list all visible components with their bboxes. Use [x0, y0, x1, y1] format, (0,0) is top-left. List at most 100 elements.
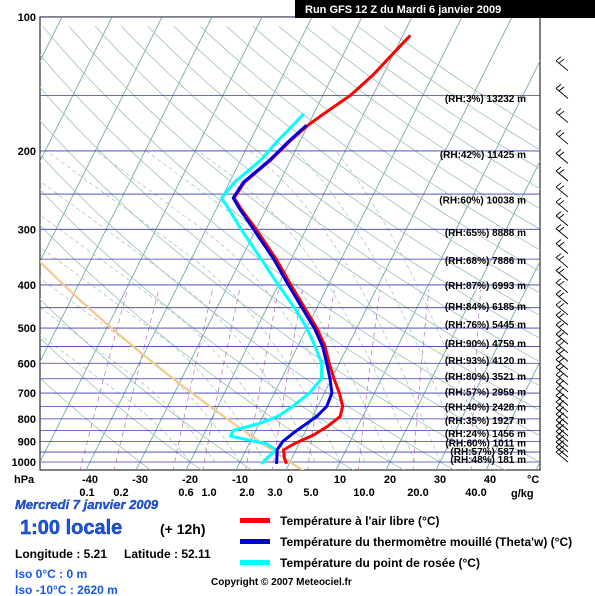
level-label: (RH:93%) 4120 m — [445, 356, 526, 367]
level-label: (RH:57%) 2959 m — [445, 388, 526, 399]
level-altitude: 181 m — [498, 455, 526, 466]
isotherm-line — [335, 60, 540, 470]
dry-adiabat — [278, 26, 540, 210]
dry-adiabat — [94, 26, 540, 363]
temperature-line — [232, 34, 412, 465]
temperature-unit: °C — [527, 474, 539, 486]
moist-adiabat — [40, 246, 266, 463]
level-label: (RH:84%) 6185 m — [445, 302, 526, 313]
isotherm-line — [40, 17, 163, 263]
forecast-date: Mercredi 7 janvier 2009 — [15, 497, 159, 512]
mixing-ratio-line — [113, 289, 160, 470]
mixing-ratio-tick-label: 2.0 — [239, 487, 254, 499]
mixing-ratio-tick-label: 40.0 — [465, 487, 486, 499]
level-altitude: 10038 m — [487, 195, 527, 206]
isotherm-line — [485, 360, 540, 470]
legend-swatch-temp — [240, 518, 270, 523]
dewpoint-line — [220, 112, 324, 465]
series-layer — [220, 34, 412, 465]
level-rh: (RH:93%) — [445, 356, 492, 367]
level-altitude: 4120 m — [492, 356, 526, 367]
level-label: (RH:68%) 7886 m — [445, 256, 526, 267]
level-altitude: 1927 m — [492, 416, 526, 427]
level-altitude: 4759 m — [492, 339, 526, 350]
wind-barb — [555, 397, 569, 413]
pressure-tick-label: 100 — [18, 12, 36, 24]
wet-bulb-line — [231, 124, 334, 465]
mixing-ratio-line — [245, 289, 279, 470]
level-rh: (RH:42%) — [440, 150, 487, 161]
wind-barb — [555, 166, 569, 182]
copyright: Copyright © 2007 Meteociel.fr — [211, 577, 352, 588]
level-altitude: 8888 m — [492, 228, 526, 239]
isotherm-line — [385, 160, 540, 470]
temperature-tick-label: -30 — [132, 474, 148, 486]
dry-adiabat — [40, 337, 202, 470]
wind-barb — [555, 224, 569, 240]
wind-barb — [555, 211, 569, 227]
level-rh: (RH:90%) — [445, 339, 492, 350]
legend-swatch-wet — [240, 539, 270, 544]
wind-barb — [555, 409, 569, 425]
latitude: Latitude : 52.11 — [124, 547, 211, 561]
level-rh: (RH:40%) — [445, 402, 492, 413]
level-rh: (RH:60%) — [439, 195, 486, 206]
pressure-tick-label: 700 — [18, 388, 36, 400]
level-label: (RH:76%) 5445 m — [445, 320, 526, 331]
isotherm-line — [40, 17, 263, 464]
level-altitude: 3521 m — [492, 372, 526, 383]
legend-label-dew: Température du point de rosée (°C) — [280, 556, 480, 570]
wind-barb — [555, 182, 569, 198]
dry-adiabat — [40, 120, 506, 470]
level-rh: (RH:87%) — [445, 281, 492, 292]
mixing-ratio-tick-label: 0.6 — [178, 487, 193, 499]
dry-adiabat — [226, 26, 540, 251]
forecast-time: 1:00 locale — [20, 517, 122, 539]
dry-adiabat — [252, 26, 540, 230]
temperature-tick-label: -10 — [232, 474, 248, 486]
mixing-ratio-unit: g/kg — [511, 488, 534, 500]
grid-lines — [0, 17, 540, 471]
isotherm-line — [435, 260, 540, 470]
level-rh: (RH:60%) — [445, 439, 492, 450]
pressure-unit: hPa — [14, 474, 35, 486]
level-labels: (RH:3%) 13232 m (RH:42%) 11425 m (RH:60%) … — [439, 94, 526, 466]
wind-barb — [555, 129, 569, 145]
isotherm-line — [0, 17, 12, 471]
level-rh: (RH:68%) — [445, 256, 492, 267]
pressure-tick-label: 200 — [18, 146, 36, 158]
wind-barb — [555, 278, 569, 294]
legend-swatch-dew — [240, 560, 270, 565]
temperature-tick-label: 30 — [434, 474, 446, 486]
level-altitude: 11425 m — [487, 150, 526, 161]
legend-label-temp: Température à l'air libre (°C) — [280, 514, 439, 528]
level-altitude: 2428 m — [492, 402, 526, 413]
isotherm-line — [40, 17, 213, 363]
level-label: (RH:42%) 11425 m — [440, 150, 526, 161]
wind-barb — [555, 447, 569, 463]
wind-barb — [555, 56, 569, 72]
level-rh: (RH:57%) — [445, 388, 492, 399]
pressure-tick-label: 1000 — [12, 457, 36, 469]
mixing-ratio-tick-label: 3.0 — [267, 487, 282, 499]
isotherm-line — [185, 17, 413, 470]
dry-adiabat — [68, 26, 540, 387]
mixing-ratio-line — [172, 289, 213, 470]
mixing-ratio-line — [470, 289, 482, 470]
dry-adiabat — [40, 54, 540, 437]
level-altitude: 6993 m — [492, 281, 526, 292]
temperature-tick-label: -20 — [182, 474, 198, 486]
temperature-tick-label: 20 — [384, 474, 396, 486]
temperature-tick-label: -40 — [82, 474, 98, 486]
reference-adiabat — [40, 260, 305, 470]
pressure-tick-label: 600 — [18, 358, 36, 370]
level-altitude: 6185 m — [492, 302, 526, 313]
level-rh: (RH:84%) — [445, 302, 492, 313]
dry-adiabat — [173, 26, 540, 294]
wind-barb — [555, 239, 569, 254]
level-rh: (RH:57%) — [450, 447, 497, 458]
wind-barb — [555, 391, 569, 406]
chart-title: Run GFS 12 Z du Mardi 6 janvier 2009 — [305, 4, 501, 16]
level-rh: (RH:48%) — [450, 455, 497, 466]
